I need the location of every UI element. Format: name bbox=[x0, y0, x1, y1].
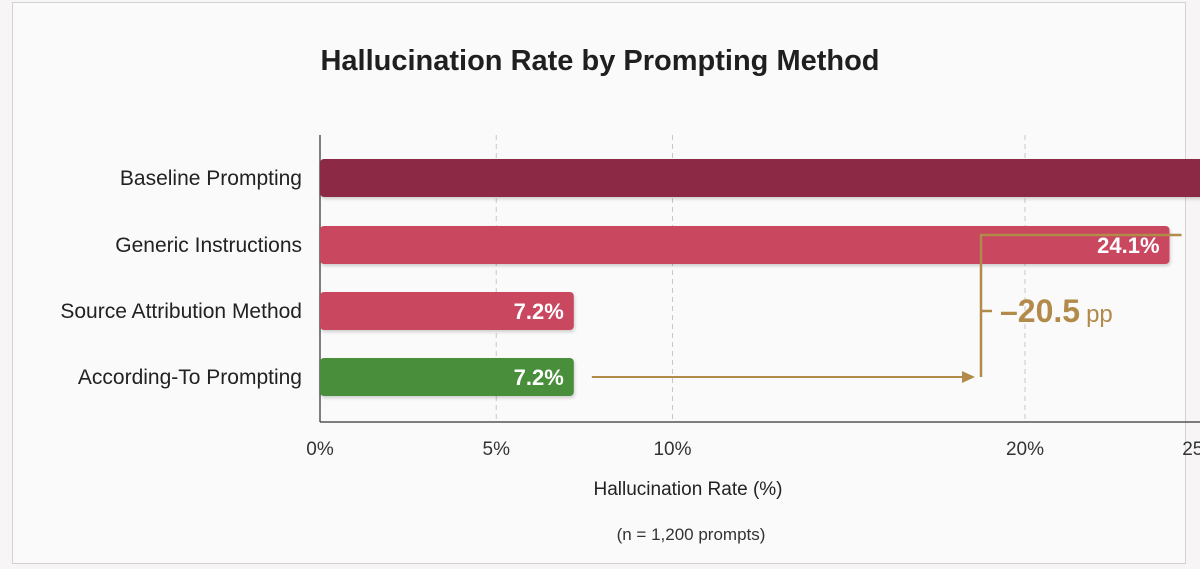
category-label: Baseline Prompting bbox=[120, 167, 302, 190]
sample-size-note: (n = 1,200 prompts) bbox=[617, 525, 766, 544]
x-tick-label: 10% bbox=[653, 439, 691, 460]
category-label: Generic Instructions bbox=[115, 234, 302, 257]
bar bbox=[320, 226, 1170, 264]
x-axis-label: Hallucination Rate (%) bbox=[593, 479, 782, 500]
chart-title: Hallucination Rate by Prompting Method bbox=[320, 45, 879, 77]
arrowhead-icon bbox=[962, 371, 975, 383]
category-label: Source Attribution Method bbox=[60, 300, 302, 323]
x-tick-label: 20% bbox=[1006, 439, 1044, 460]
x-tick-label: 0% bbox=[306, 439, 334, 460]
category-label: According-To Prompting bbox=[78, 366, 302, 389]
bar bbox=[320, 159, 1200, 197]
data-label: 24.1% bbox=[1097, 233, 1159, 258]
data-label: 7.2% bbox=[514, 365, 564, 390]
difference-label: –20.5 pp bbox=[1000, 293, 1113, 329]
bar-chart: Hallucination Rate by Prompting Method 0… bbox=[0, 0, 1200, 569]
x-tick-label: 5% bbox=[483, 439, 511, 460]
data-label: 7.2% bbox=[514, 299, 564, 324]
x-tick-label: 25% bbox=[1182, 439, 1200, 460]
